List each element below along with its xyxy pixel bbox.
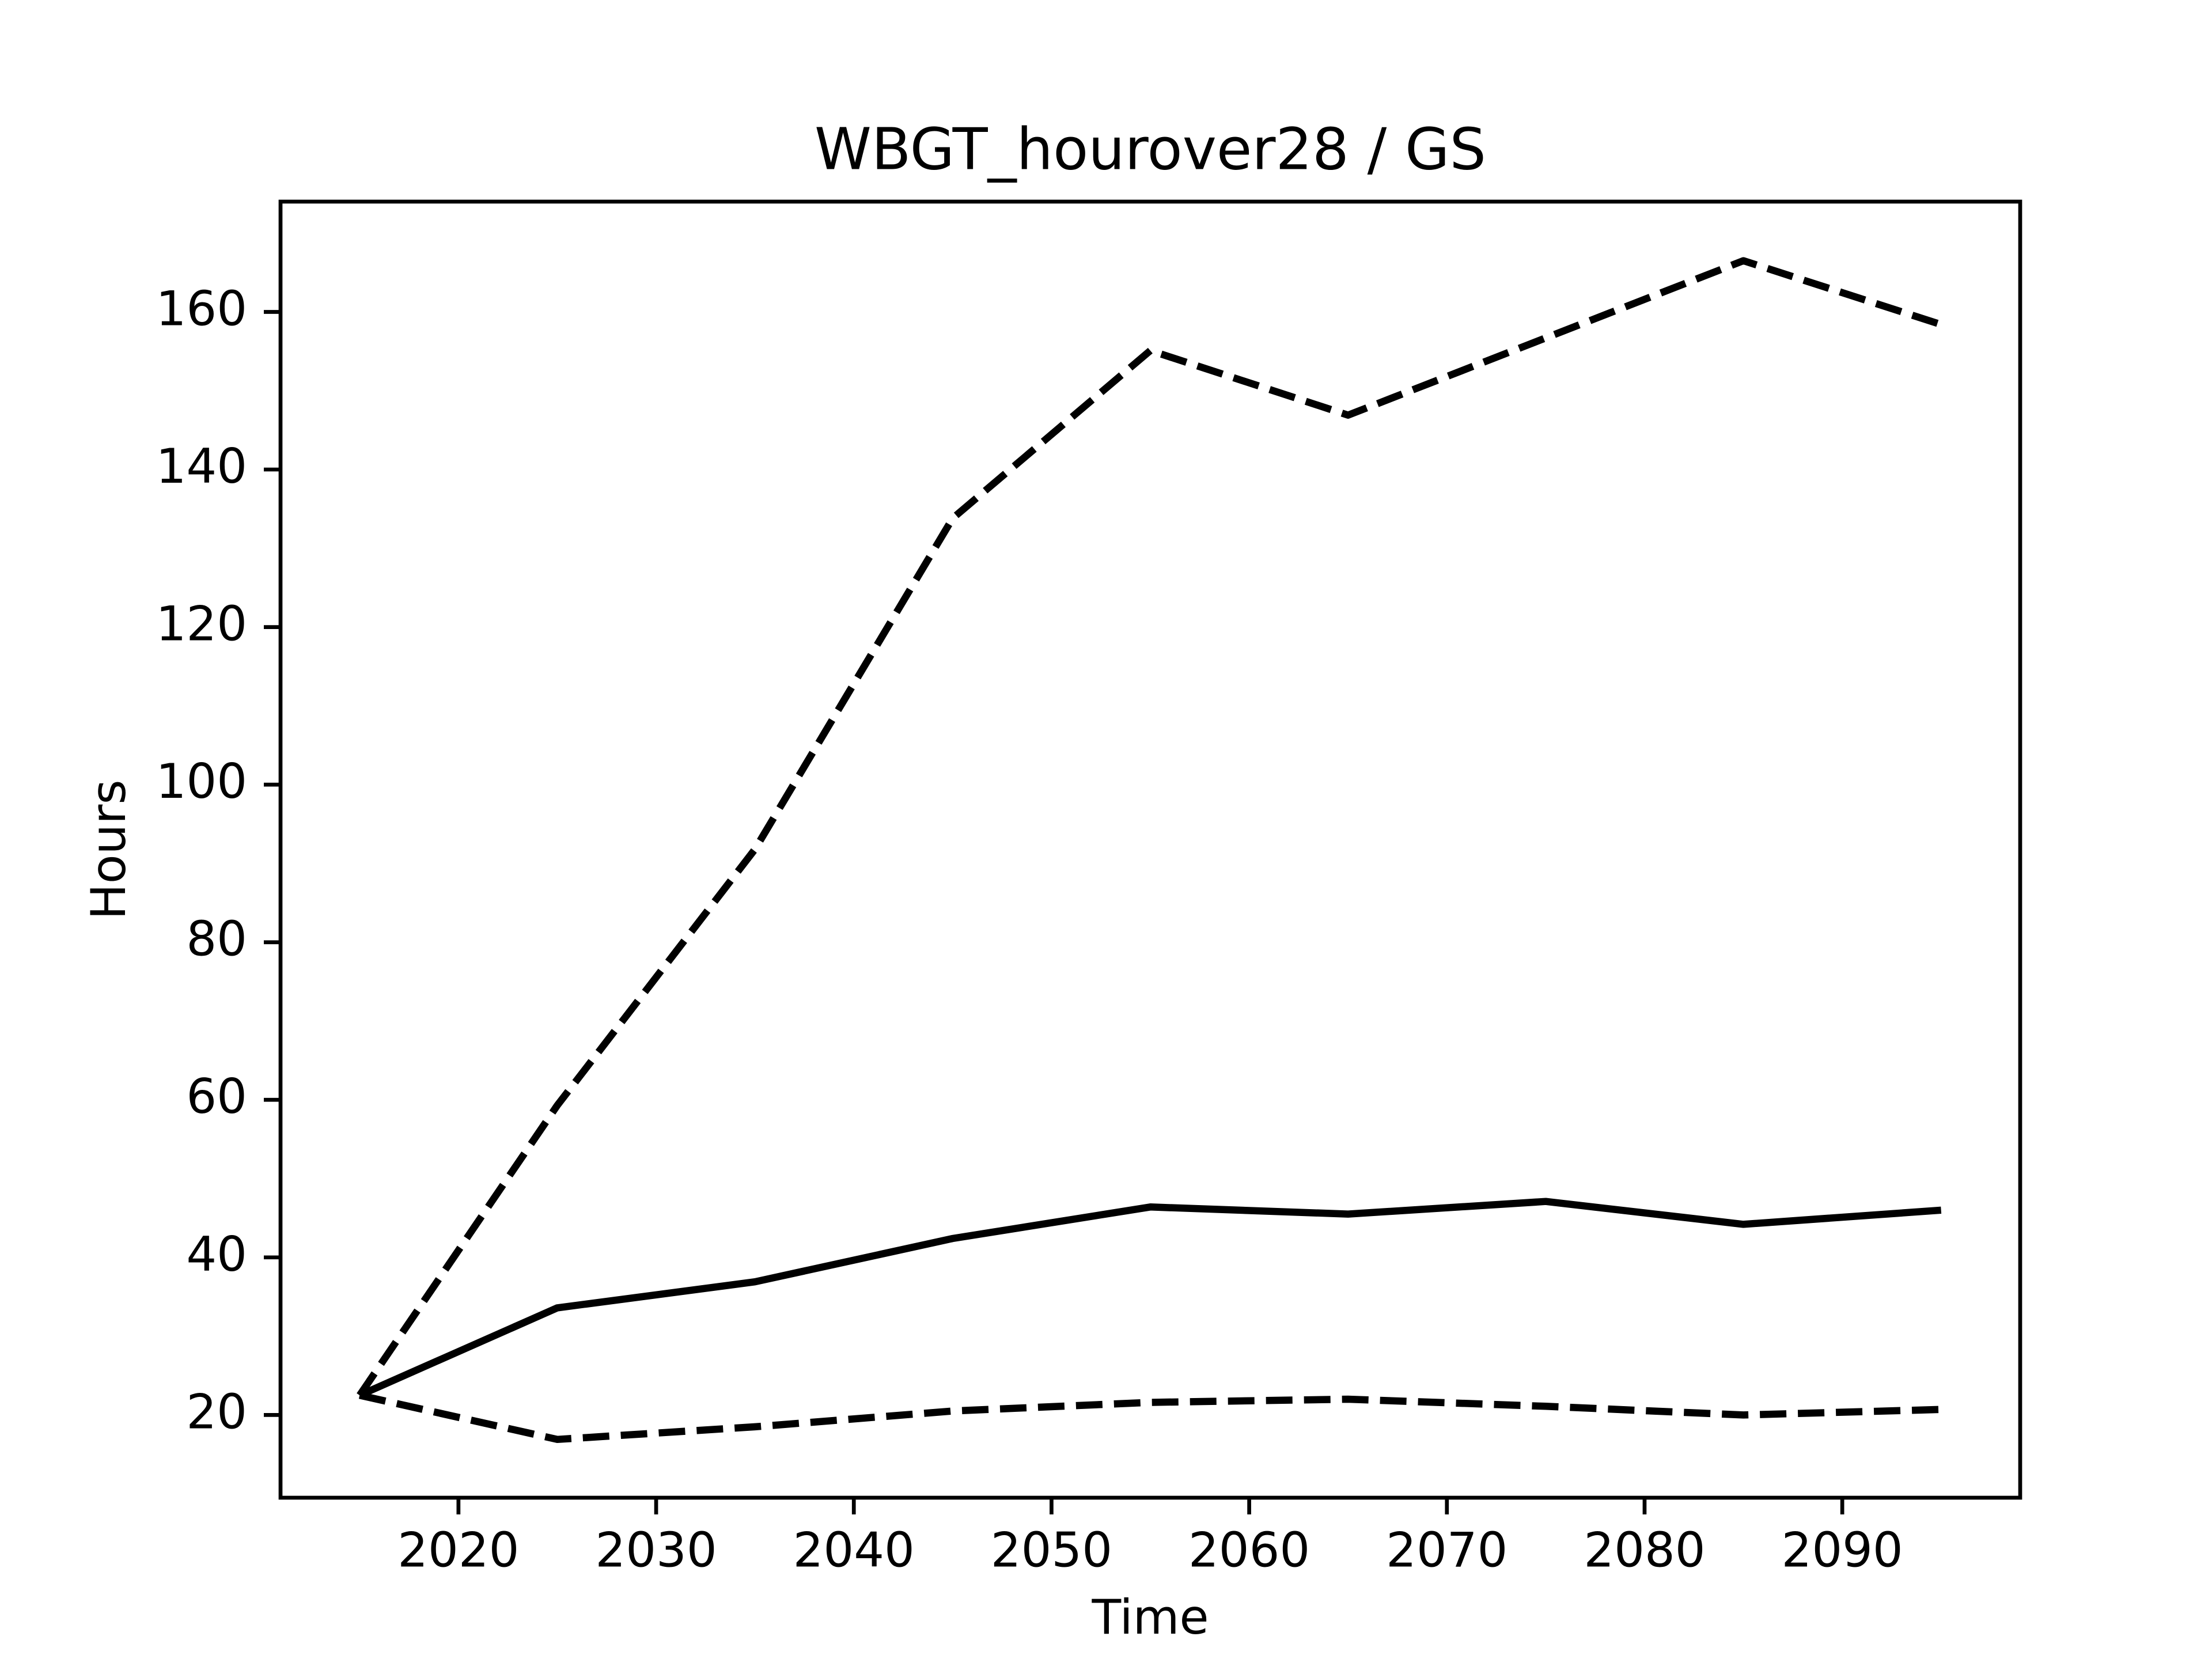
x-tick-label: 2090 [1782, 1522, 1903, 1578]
y-tick-label: 60 [186, 1069, 247, 1124]
y-tick-label: 140 [156, 438, 247, 494]
y-axis-label: Hours [81, 779, 137, 919]
line-series [357, 257, 1942, 1397]
y-tick-label: 160 [156, 281, 247, 336]
x-axis-label: Time [1091, 1589, 1209, 1645]
x-tick-label: 2040 [793, 1522, 915, 1578]
x-tick-label: 2060 [1188, 1522, 1310, 1578]
x-tick-label: 2080 [1584, 1522, 1705, 1578]
y-tick-label: 120 [156, 596, 247, 652]
y-tick-label: 40 [186, 1226, 247, 1282]
line-series [358, 1198, 1942, 1399]
chart-title: WBGT_hourover28 / GS [815, 115, 1486, 183]
x-tick-label: 2050 [991, 1522, 1112, 1578]
x-tick-label: 2070 [1386, 1522, 1508, 1578]
y-tick-label: 80 [186, 911, 247, 967]
y-tick-label: 20 [186, 1384, 247, 1440]
line-series [358, 1392, 1941, 1444]
y-tick-label: 100 [156, 753, 247, 809]
axes-frame [278, 199, 2022, 1500]
x-tick-label: 2020 [397, 1522, 519, 1578]
x-tick-label: 2030 [595, 1522, 717, 1578]
